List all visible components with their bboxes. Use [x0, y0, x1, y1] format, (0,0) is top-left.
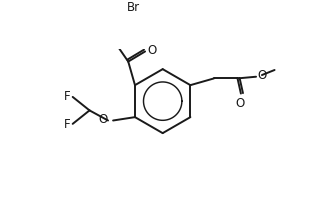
- Text: O: O: [235, 97, 245, 110]
- Text: O: O: [257, 69, 266, 82]
- Text: Br: Br: [127, 1, 140, 14]
- Text: F: F: [63, 118, 70, 131]
- Text: O: O: [99, 113, 108, 126]
- Text: O: O: [147, 44, 157, 57]
- Text: F: F: [63, 90, 70, 103]
